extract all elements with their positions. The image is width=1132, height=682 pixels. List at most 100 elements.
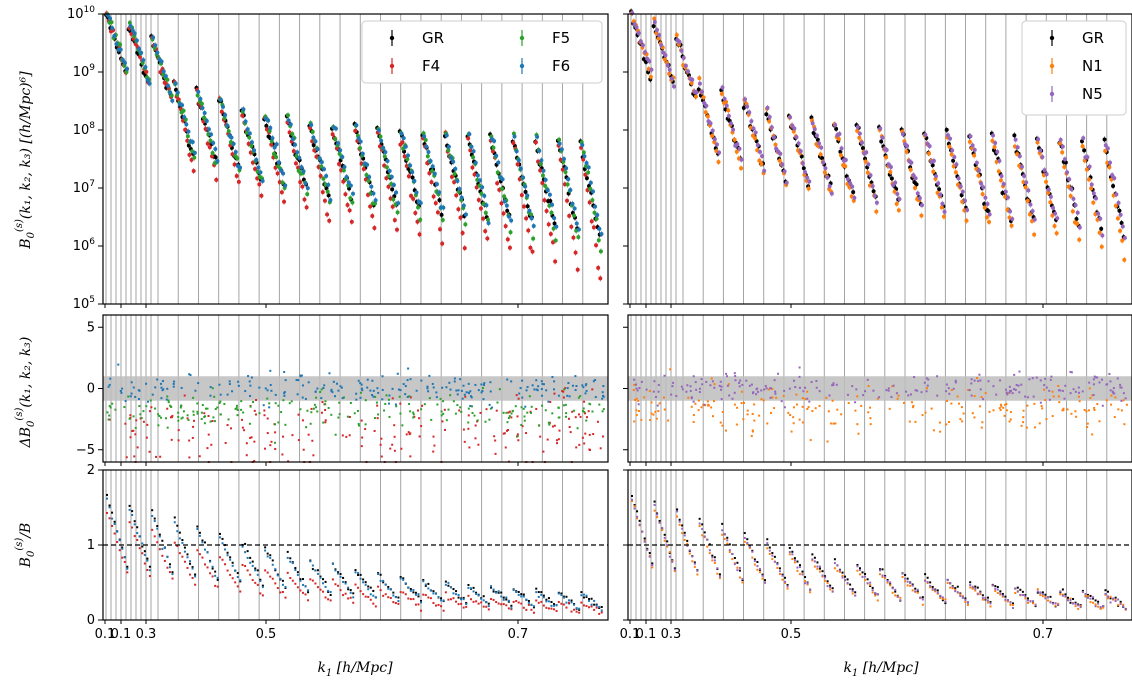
data-point	[435, 396, 438, 399]
data-point	[734, 375, 737, 378]
data-point	[467, 421, 470, 424]
data-point	[889, 176, 894, 181]
data-point	[367, 595, 370, 598]
panels: 1051061071081091010GRF4F5F6GRN1N550−5012…	[67, 5, 1132, 642]
data-point	[1012, 133, 1017, 138]
data-point	[564, 403, 567, 406]
data-point	[946, 399, 949, 402]
data-point	[278, 168, 283, 173]
data-point	[180, 386, 183, 389]
data-point	[541, 168, 546, 173]
data-point	[710, 377, 713, 380]
data-point	[581, 436, 584, 439]
data-point	[314, 569, 317, 572]
data-point	[414, 190, 419, 195]
data-point	[887, 387, 890, 390]
data-point	[179, 406, 182, 409]
data-point	[542, 594, 545, 597]
data-point	[909, 393, 912, 396]
data-point	[289, 560, 292, 563]
data-point	[1105, 383, 1108, 386]
data-point	[377, 585, 380, 588]
data-point	[148, 565, 151, 568]
series-N5	[633, 366, 1127, 409]
data-point	[694, 90, 699, 95]
data-point	[1060, 144, 1065, 149]
data-point	[733, 391, 736, 394]
data-point	[1124, 397, 1127, 400]
legend-label-F4: F4	[422, 57, 440, 75]
data-point	[231, 561, 234, 564]
data-point	[1085, 155, 1090, 160]
data-point	[557, 600, 560, 603]
data-point	[848, 181, 853, 186]
data-point	[1036, 137, 1041, 142]
data-point	[447, 408, 450, 411]
data-point	[662, 396, 665, 399]
data-point	[807, 179, 812, 184]
data-point	[634, 25, 639, 30]
data-point	[216, 406, 219, 409]
data-point	[507, 416, 510, 419]
data-point	[911, 401, 914, 404]
data-point	[280, 411, 283, 414]
data-point	[194, 583, 197, 586]
data-point	[482, 605, 485, 608]
data-point	[136, 526, 139, 529]
data-point	[444, 580, 447, 583]
data-point	[108, 517, 111, 520]
data-point	[869, 406, 872, 409]
data-point	[804, 386, 807, 389]
data-point	[478, 178, 483, 183]
data-point	[681, 388, 684, 391]
data-point	[865, 170, 870, 175]
data-point	[382, 581, 385, 584]
data-point	[550, 601, 553, 604]
data-point	[598, 612, 601, 615]
data-point	[440, 605, 443, 608]
data-point	[120, 57, 125, 62]
data-point	[205, 141, 210, 146]
data-point	[463, 222, 468, 227]
data-point	[482, 193, 487, 198]
shaded-band	[103, 376, 608, 401]
data-point	[327, 598, 330, 601]
data-point	[764, 112, 769, 117]
data-point	[183, 550, 186, 553]
data-point	[651, 24, 656, 29]
data-point	[936, 181, 941, 186]
data-point	[414, 593, 417, 596]
data-point	[588, 186, 593, 191]
data-point	[231, 564, 234, 567]
data-point	[317, 156, 322, 161]
data-point	[541, 394, 544, 397]
data-point	[677, 39, 682, 44]
data-point	[1004, 388, 1007, 391]
data-point	[879, 139, 884, 144]
data-point	[297, 379, 300, 382]
data-point	[202, 115, 207, 120]
data-point	[564, 387, 567, 390]
data-point	[252, 148, 257, 153]
data-point	[151, 528, 154, 531]
data-point	[798, 366, 801, 369]
data-point	[1070, 412, 1073, 415]
data-point	[113, 520, 116, 523]
data-point	[646, 70, 651, 75]
data-point	[207, 414, 210, 417]
data-point	[927, 151, 932, 156]
data-point	[469, 144, 474, 149]
data-point	[154, 386, 157, 389]
data-point	[155, 50, 160, 55]
data-point	[736, 406, 739, 409]
data-point	[249, 394, 252, 397]
data-point	[301, 384, 304, 387]
data-point	[694, 402, 697, 405]
data-point	[422, 593, 425, 596]
data-point	[1100, 233, 1105, 238]
data-point	[1022, 416, 1025, 419]
data-point	[669, 76, 674, 81]
data-point	[967, 388, 970, 391]
data-point	[521, 379, 524, 382]
